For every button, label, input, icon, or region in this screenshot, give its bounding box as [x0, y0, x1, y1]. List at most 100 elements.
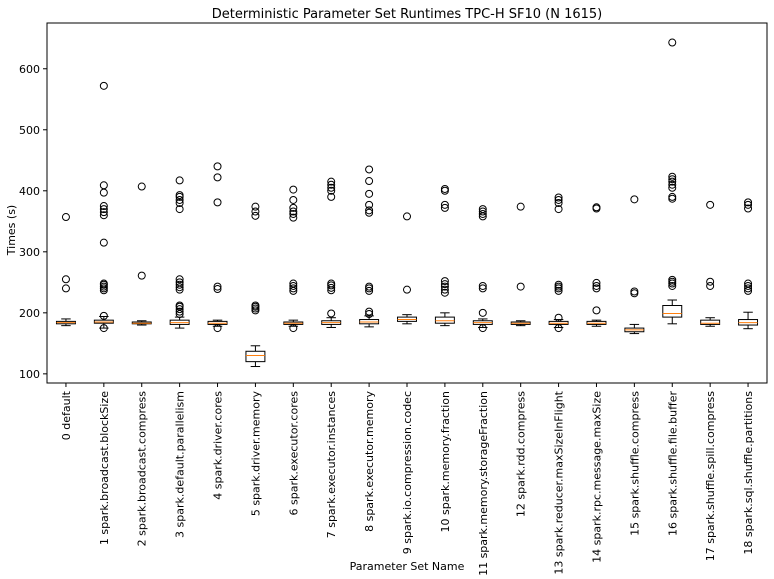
outlier-point	[99, 311, 108, 320]
box-group	[472, 205, 493, 333]
outlier-point	[213, 162, 222, 171]
outlier-point	[251, 211, 260, 220]
outlier-point	[327, 192, 336, 201]
outlier-point	[61, 284, 70, 293]
outlier-point	[516, 202, 525, 211]
outlier-point	[554, 286, 563, 295]
outlier-point	[365, 208, 374, 217]
outlier-point	[592, 278, 601, 287]
x-tick-label: 1 spark.broadcast.blockSize	[98, 391, 111, 545]
x-axis-label: Parameter Set Name	[350, 560, 465, 573]
outlier-point	[365, 286, 374, 295]
x-tick-label: 7 spark.executor.instances	[325, 391, 338, 539]
box-group	[662, 38, 683, 325]
outlier-point	[175, 305, 184, 314]
outlier-point	[592, 281, 601, 290]
x-tick-label: 13 spark.reducer.maxSizeInFlight	[553, 390, 566, 574]
x-tick-label: 15 spark.shuffle.compress	[628, 391, 641, 536]
outlier-point	[365, 206, 374, 215]
outlier-point	[137, 182, 146, 191]
outlier-point	[668, 38, 677, 47]
x-tick-label: 2 spark.broadcast.compress	[136, 391, 149, 547]
outlier-point	[706, 200, 715, 209]
outlier-point	[251, 301, 260, 310]
box-group	[93, 81, 114, 333]
outlier-point	[478, 284, 487, 293]
outlier-point	[630, 287, 639, 296]
outlier-point	[175, 283, 184, 292]
x-tick-label: 9 spark.io.compression.codec	[401, 391, 414, 554]
outlier-point	[744, 200, 753, 209]
outlier-point	[440, 277, 449, 286]
outlier-point	[440, 200, 449, 209]
box-group	[169, 176, 190, 329]
outlier-point	[668, 281, 677, 290]
y-tick-label: 300	[19, 246, 40, 259]
outlier-point	[440, 285, 449, 294]
outlier-point	[289, 324, 298, 333]
box-group	[738, 198, 759, 330]
box-group	[131, 182, 152, 326]
outlier-point	[327, 180, 336, 189]
outlier-point	[61, 275, 70, 284]
outlier-point	[99, 324, 108, 333]
x-tick-label: 11 spark.memory.storageFraction	[477, 391, 490, 576]
box-group	[359, 165, 380, 328]
box-group	[586, 203, 607, 327]
outlier-point	[365, 165, 374, 174]
outlier-point	[554, 195, 563, 204]
x-tick-label: 12 spark.rdd.compress	[515, 391, 528, 517]
box-group	[245, 202, 266, 368]
outlier-point	[289, 213, 298, 222]
x-tick-label: 10 spark.memory.fraction	[439, 391, 452, 533]
outlier-point	[744, 198, 753, 207]
outlier-point	[99, 211, 108, 220]
outlier-point	[327, 279, 336, 288]
outlier-point	[289, 207, 298, 216]
outlier-point	[365, 310, 374, 319]
outlier-point	[289, 203, 298, 212]
outlier-point	[213, 198, 222, 207]
outlier-point	[175, 199, 184, 207]
x-tick-label: 5 spark.driver.memory	[249, 391, 262, 517]
outlier-point	[175, 278, 184, 287]
outlier-point	[251, 202, 260, 211]
outlier-point	[516, 282, 525, 291]
outlier-point	[365, 200, 374, 209]
outlier-point	[99, 181, 108, 190]
outlier-point	[99, 208, 108, 217]
x-tick-label: 8 spark.executor.memory	[363, 391, 376, 532]
outlier-point	[554, 199, 563, 207]
outlier-point	[478, 205, 487, 214]
outlier-point	[175, 301, 184, 310]
outlier-point	[289, 284, 298, 293]
box-group	[510, 202, 531, 327]
outlier-point	[289, 279, 298, 288]
outlier-point	[668, 175, 677, 184]
outlier-point	[554, 280, 563, 289]
x-tick-label: 3 spark.default.parallelism	[174, 391, 187, 538]
outlier-point	[213, 324, 222, 333]
outlier-point	[137, 271, 146, 280]
outlier-point	[61, 213, 70, 222]
outlier-point	[668, 275, 677, 284]
outlier-point	[175, 195, 184, 204]
y-tick-label: 100	[19, 368, 40, 381]
outlier-point	[744, 279, 753, 288]
outlier-point	[744, 284, 753, 293]
box-group	[700, 200, 721, 327]
outlier-point	[478, 324, 487, 333]
outlier-point	[99, 205, 108, 214]
outlier-point	[440, 184, 449, 193]
outlier-point	[440, 280, 449, 289]
y-tick-label: 600	[19, 63, 40, 76]
outlier-point	[706, 277, 715, 286]
outlier-point	[213, 173, 222, 182]
outlier-point	[440, 203, 449, 212]
outlier-point	[213, 282, 222, 291]
outlier-point	[213, 285, 222, 294]
outlier-point	[365, 307, 374, 316]
outlier-point	[668, 177, 677, 186]
outlier-point	[365, 282, 374, 291]
